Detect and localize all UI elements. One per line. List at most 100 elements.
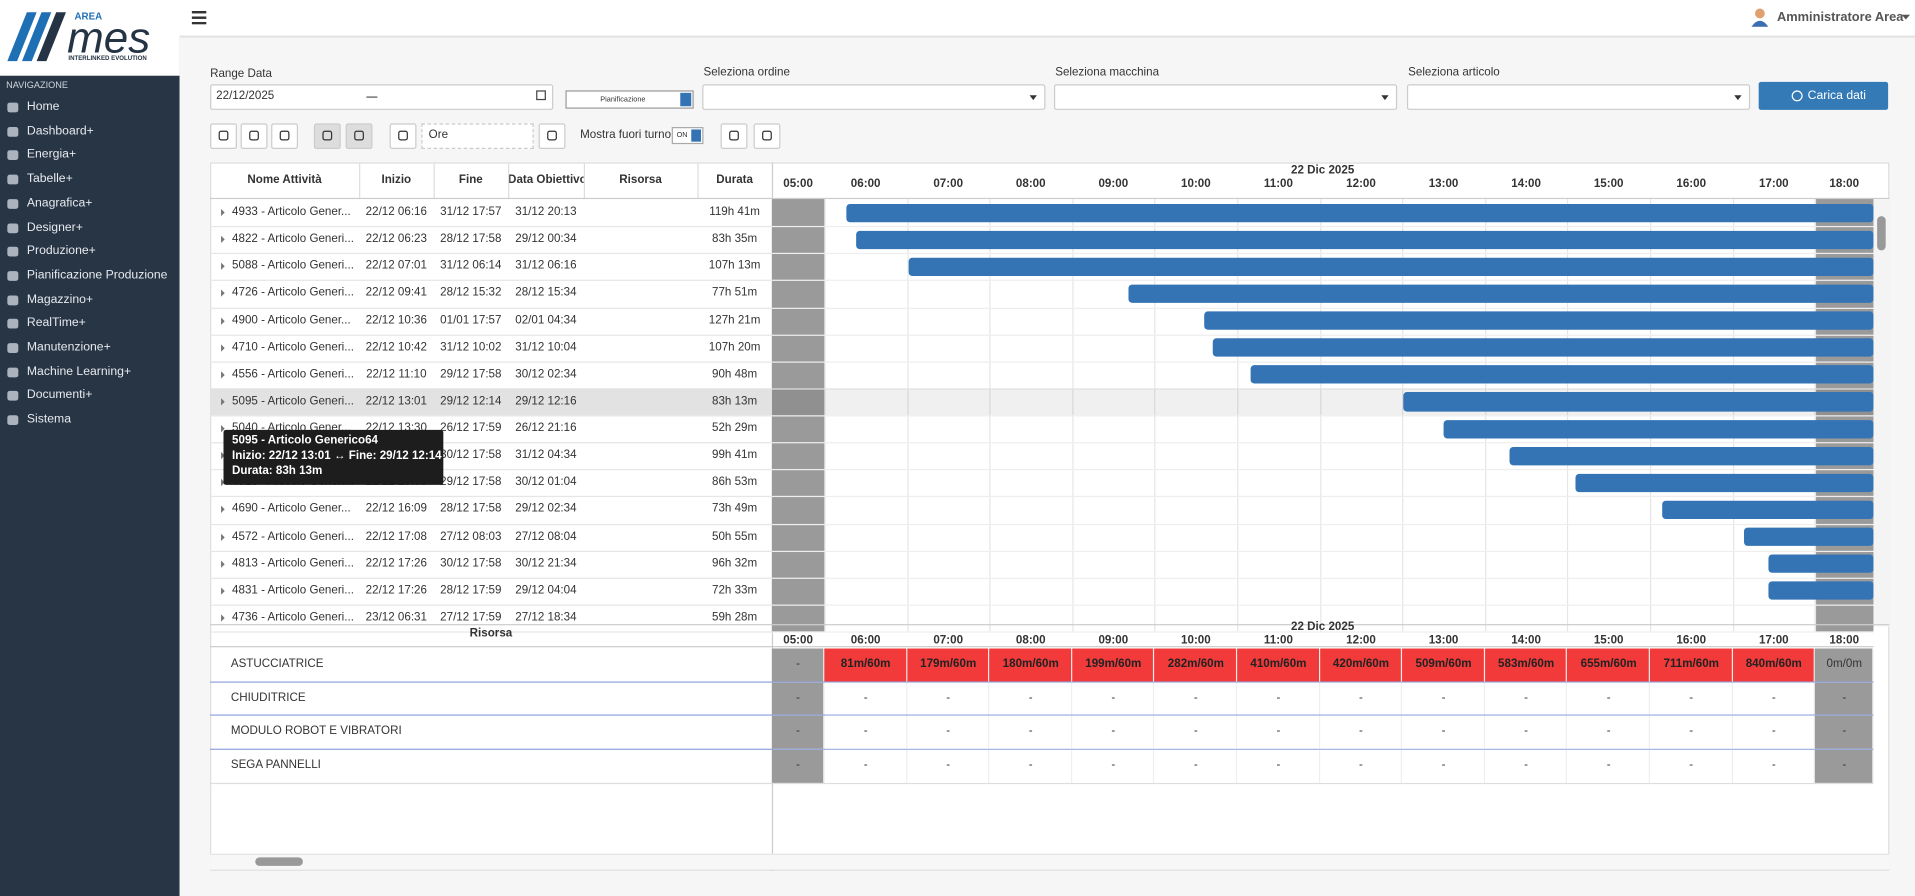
nav-item[interactable]: Designer+ <box>26 220 83 234</box>
resource-cell <box>1237 648 1320 682</box>
tooltip-line: Durata: 83h 13m <box>232 464 323 478</box>
row-expander[interactable] <box>221 262 225 271</box>
toolbar-button[interactable] <box>538 123 566 149</box>
zoom-unit-input[interactable] <box>421 123 534 149</box>
toolbar-button[interactable] <box>240 123 268 149</box>
row-expander[interactable] <box>221 587 225 595</box>
nav-item[interactable]: Magazzino+ <box>26 292 94 307</box>
task-bar[interactable] <box>1212 338 1874 357</box>
nav-item[interactable]: Documenti+ <box>26 388 93 403</box>
row-expander[interactable] <box>221 479 225 487</box>
task-bar[interactable] <box>1768 554 1874 574</box>
task-target: 31/12 20:13 <box>515 205 577 219</box>
task-bar[interactable] <box>1743 527 1874 547</box>
row-expander[interactable] <box>221 425 225 433</box>
row-expander[interactable] <box>221 452 225 460</box>
task-duration: 52h 29m <box>712 421 758 435</box>
nav-item[interactable]: Pianificazione Produzione <box>26 268 168 282</box>
menu-toggle[interactable] <box>191 10 207 25</box>
timeline-hour: 10:00 <box>1181 633 1211 648</box>
resource-load: - <box>1193 690 1198 705</box>
task-bar[interactable] <box>1250 365 1874 384</box>
planning-toggle[interactable] <box>565 90 694 109</box>
task-bar[interactable] <box>1128 284 1874 303</box>
resource-load: 410m/60m <box>1250 656 1307 671</box>
nav-item[interactable]: Machine Learning+ <box>26 364 132 379</box>
nav-item[interactable]: Produzione+ <box>26 244 96 258</box>
resource-cell <box>1237 749 1320 783</box>
select-caret <box>1734 95 1742 101</box>
nav-item[interactable]: Energia+ <box>26 148 77 162</box>
toolbar-button[interactable] <box>720 123 748 149</box>
task-start: 22/12 16:09 <box>365 502 427 516</box>
select-box[interactable] <box>1406 84 1751 110</box>
task-name: 4933 - Articolo Gener... <box>232 205 351 219</box>
nav-item[interactable]: Anagrafica+ <box>26 196 93 210</box>
toolbar-button[interactable] <box>753 123 781 149</box>
row-expander[interactable] <box>221 344 225 352</box>
tooltip <box>223 429 444 485</box>
row-expander[interactable] <box>221 235 225 244</box>
row-expander[interactable] <box>221 371 225 379</box>
task-duration: 77h 51m <box>712 286 758 300</box>
task-bar[interactable] <box>1443 419 1874 439</box>
nav-item[interactable]: Manutenzione+ <box>26 340 111 355</box>
task-bar[interactable] <box>1403 392 1874 412</box>
nav-item[interactable]: RealTime+ <box>26 316 86 331</box>
row-expander[interactable] <box>221 533 225 541</box>
toolbar-button[interactable] <box>345 123 373 149</box>
row-expander[interactable] <box>221 614 225 622</box>
toolbar-button[interactable] <box>210 123 237 149</box>
date-range-input[interactable] <box>210 84 554 110</box>
row-expander[interactable] <box>221 208 225 217</box>
row-border <box>210 280 772 282</box>
select-box[interactable] <box>1053 84 1398 110</box>
nav-item[interactable]: Sistema <box>26 412 71 427</box>
task-end: 30/12 17:58 <box>440 448 502 462</box>
row-expander[interactable] <box>221 506 225 514</box>
task-duration: 59h 28m <box>712 610 758 625</box>
user-caret[interactable] <box>1901 14 1911 21</box>
row-expander[interactable] <box>221 290 225 298</box>
user-avatar <box>1751 8 1769 27</box>
task-target: 02/01 04:34 <box>515 313 577 327</box>
task-start: 22/12 11:10 <box>366 367 427 381</box>
nav-item[interactable]: Home <box>26 100 60 114</box>
resource-load: - <box>863 724 868 738</box>
task-end: 31/12 10:02 <box>440 340 502 354</box>
task-bar[interactable] <box>1768 581 1874 601</box>
select-box[interactable] <box>702 84 1046 110</box>
row-border <box>771 469 1874 471</box>
row-expander[interactable] <box>221 560 225 568</box>
row-expander[interactable] <box>221 317 225 325</box>
timeline-hour: 13:00 <box>1428 633 1459 648</box>
task-bar[interactable] <box>1204 311 1874 330</box>
task-bar[interactable] <box>1662 500 1874 520</box>
resource-load: - <box>1111 758 1116 772</box>
row-border <box>210 253 772 255</box>
nav-item[interactable]: Dashboard+ <box>26 124 94 138</box>
row-expander[interactable] <box>221 398 225 406</box>
task-bar[interactable] <box>1575 473 1874 493</box>
load-button[interactable] <box>1758 81 1889 110</box>
filter-label: Range Data <box>210 67 272 81</box>
toolbar-button[interactable] <box>271 123 298 149</box>
resource-load: - <box>1028 758 1033 772</box>
task-bar[interactable] <box>846 203 1874 222</box>
resource-load: - <box>946 724 951 738</box>
task-bar[interactable] <box>1509 446 1874 466</box>
toolbar-icon <box>398 130 408 141</box>
timeline-hour: 13:00 <box>1428 177 1459 191</box>
task-bar[interactable] <box>908 257 1874 276</box>
column-divider <box>433 162 435 200</box>
user-name[interactable]: Amministratore Area <box>1776 9 1904 25</box>
task-end: 26/12 17:59 <box>440 421 502 435</box>
row-border <box>210 361 772 363</box>
task-bar[interactable] <box>856 230 1874 249</box>
toolbar-button[interactable] <box>389 123 417 149</box>
toolbar-button[interactable] <box>313 123 341 149</box>
row-border <box>771 577 1874 579</box>
row-border <box>771 523 1874 525</box>
nav-item[interactable]: Tabelle+ <box>26 172 73 186</box>
task-start: 22/12 13:01 <box>365 394 427 408</box>
